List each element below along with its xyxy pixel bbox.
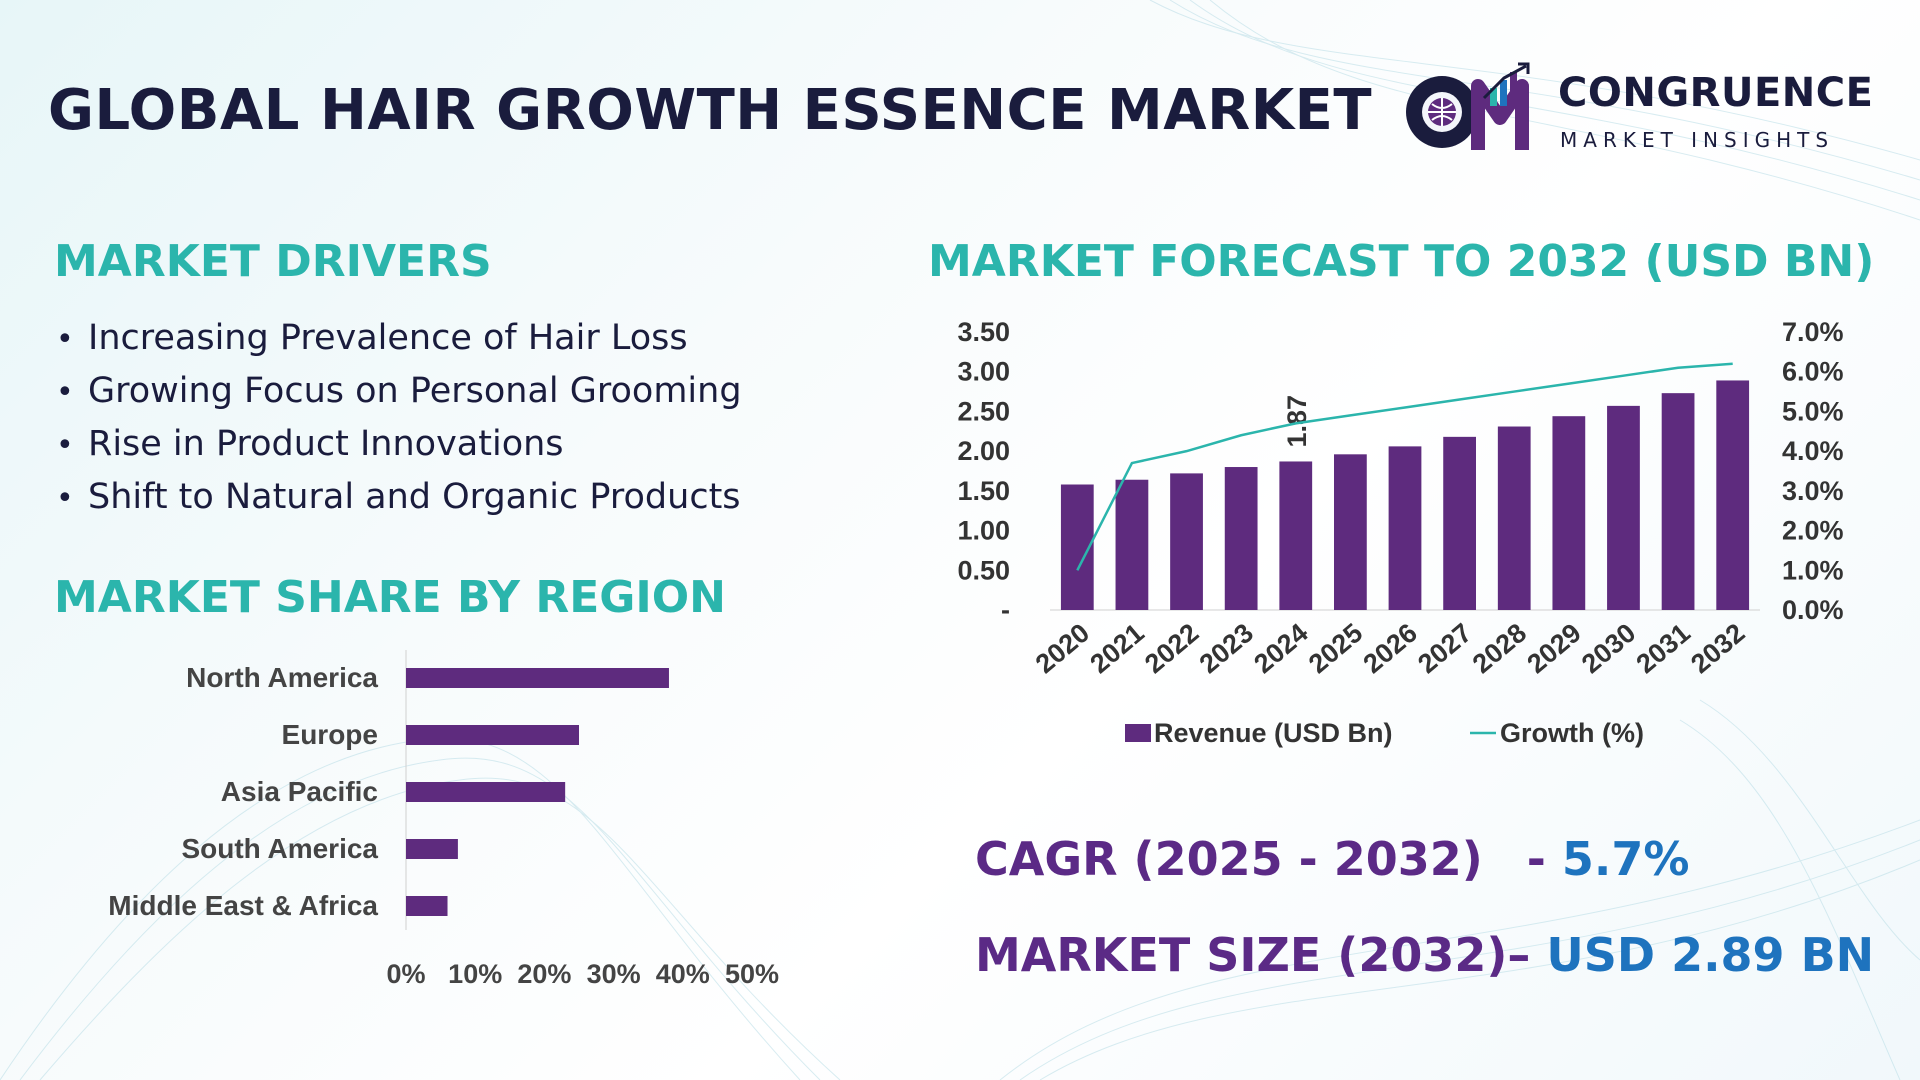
x-tick-label: 2029	[1521, 618, 1586, 680]
region-label: South America	[181, 833, 378, 864]
revenue-bar	[1115, 479, 1149, 610]
market-size-kpi: MARKET SIZE (2032)– USD 2.89 BN	[975, 928, 1874, 982]
logo-mark-icon	[1406, 62, 1530, 150]
x-tick-label: 30%	[587, 959, 641, 989]
region-label: Middle East & Africa	[108, 890, 378, 921]
drivers-list: • Increasing Prevalence of Hair Loss • Gro…	[56, 312, 856, 524]
revenue-bar	[1334, 454, 1367, 610]
bullet-icon: •	[56, 375, 74, 410]
y2-tick-label: 0.0%	[1782, 595, 1844, 625]
forecast-heading: MARKET FORECAST TO 2032 (USD BN)	[928, 236, 1875, 287]
x-tick-label: 2028	[1467, 618, 1532, 680]
drivers-heading: MARKET DRIVERS	[54, 236, 492, 287]
y2-tick-label: 5.0%	[1782, 396, 1844, 426]
y2-tick-label: 4.0%	[1782, 436, 1844, 466]
legend-label-growth: Growth (%)	[1500, 718, 1644, 748]
x-tick-label: 40%	[656, 959, 710, 989]
growth-line	[1076, 362, 1733, 571]
region-heading: MARKET SHARE BY REGION	[54, 572, 726, 623]
region-bar	[406, 896, 448, 916]
market-size-separator: –	[1507, 928, 1547, 982]
logo-tagline: MARKET INSIGHTS	[1560, 128, 1835, 152]
x-tick-label: 0%	[386, 959, 425, 989]
x-tick-label: 2022	[1139, 618, 1204, 680]
cagr-value: 5.7%	[1561, 832, 1690, 886]
forecast-chart: - 0.50 1.00 1.50 2.00 2.50 3.00 3.50 0.0% 1.0% 2.0…	[957, 317, 1844, 748]
driver-item: • Shift to Natural and Organic Products	[56, 471, 856, 524]
page-title: GLOBAL HAIR GROWTH ESSENCE MARKET	[48, 78, 1373, 143]
revenue-bar	[1443, 436, 1476, 610]
revenue-bar	[1224, 467, 1258, 610]
y2-tick-label: 6.0%	[1782, 357, 1844, 387]
x-tick-label: 2032	[1685, 618, 1750, 680]
brand-logo: CONGRUENCE MARKET INSIGHTS	[1400, 58, 1874, 158]
y2-tick-label: 3.0%	[1782, 476, 1844, 506]
market-size-value: USD 2.89 BN	[1546, 928, 1875, 982]
region-bar	[406, 839, 458, 859]
y-tick-label: -	[1001, 595, 1010, 625]
y-tick-label: 1.00	[957, 516, 1010, 546]
bullet-icon: •	[56, 481, 74, 516]
revenue-bar	[1607, 405, 1640, 610]
driver-item: • Growing Focus on Personal Grooming	[56, 365, 856, 418]
y2-tick-label: 1.0%	[1782, 555, 1844, 585]
bullet-icon: •	[56, 428, 74, 463]
y2-tick-label: 2.0%	[1782, 516, 1844, 546]
x-tick-label: 50%	[725, 959, 779, 989]
y-tick-label: 3.00	[957, 357, 1010, 387]
region-label: Europe	[282, 719, 378, 750]
x-tick-label: 2027	[1412, 618, 1477, 680]
cagr-separator: -	[1526, 832, 1562, 886]
x-tick-label: 2025	[1303, 618, 1368, 680]
y2-tick-label: 7.0%	[1782, 317, 1844, 347]
region-bar	[406, 725, 579, 745]
y-tick-label: 2.50	[957, 396, 1010, 426]
legend-label-revenue: Revenue (USD Bn)	[1154, 718, 1393, 748]
cagr-kpi: CAGR (2025 - 2032) - 5.7%	[975, 832, 1689, 886]
x-tick-label: 2030	[1576, 618, 1641, 680]
y-tick-label: 2.00	[957, 436, 1010, 466]
revenue-bar	[1388, 446, 1422, 610]
y-tick-label: 1.50	[957, 476, 1010, 506]
cagr-label: CAGR (2025 - 2032)	[975, 832, 1483, 886]
market-size-label: MARKET SIZE (2032)	[975, 928, 1508, 982]
x-tick-label: 20%	[517, 959, 571, 989]
x-tick-label: 2026	[1358, 618, 1423, 680]
bullet-icon: •	[56, 322, 74, 357]
region-bar	[406, 782, 566, 802]
y-tick-label: 0.50	[957, 555, 1010, 585]
y-tick-label: 3.50	[957, 317, 1010, 347]
revenue-bar	[1497, 426, 1531, 610]
x-tick-label: 2021	[1084, 618, 1149, 680]
x-tick-label: 10%	[448, 959, 502, 989]
region-bar	[406, 668, 669, 688]
x-tick-label: 2024	[1248, 618, 1313, 680]
region-label: North America	[186, 662, 378, 693]
revenue-bar	[1661, 393, 1695, 610]
region-chart: North America Europe Asia Pacific South Ame…	[108, 650, 779, 989]
revenue-bar	[1716, 380, 1750, 610]
x-tick-label: 2031	[1631, 618, 1696, 680]
region-label: Asia Pacific	[221, 776, 378, 807]
legend-swatch-revenue	[1125, 724, 1151, 742]
driver-item: • Increasing Prevalence of Hair Loss	[56, 312, 856, 365]
x-tick-label: 2020	[1030, 618, 1095, 680]
logo-name: CONGRUENCE	[1558, 70, 1874, 116]
revenue-bar	[1279, 461, 1313, 610]
revenue-bar	[1170, 473, 1203, 610]
revenue-bar	[1552, 416, 1586, 610]
x-tick-label: 2023	[1194, 618, 1259, 680]
driver-item: • Rise in Product Innovations	[56, 418, 856, 471]
